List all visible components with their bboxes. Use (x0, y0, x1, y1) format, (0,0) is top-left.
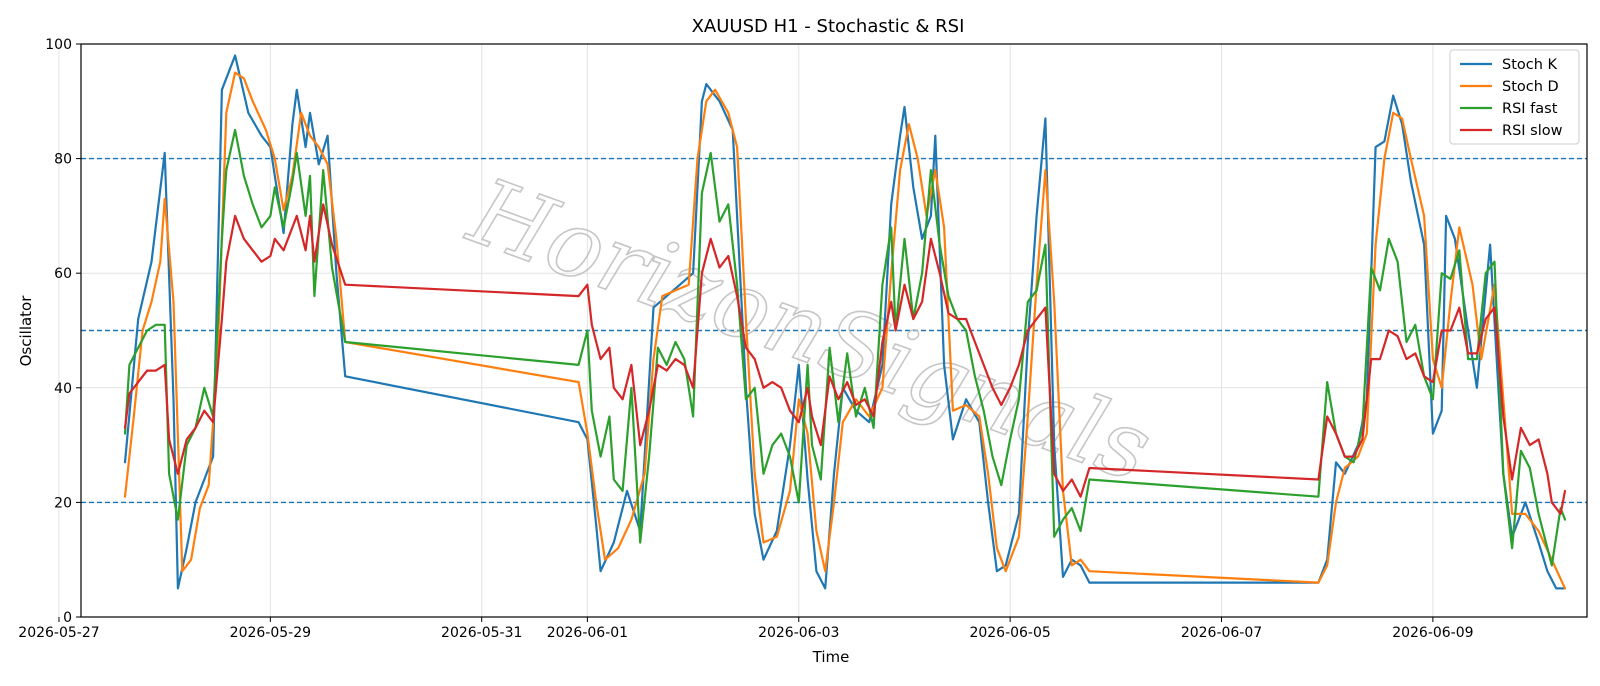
series-line-rsi-slow (123, 203, 1567, 515)
y-tick-label: 60 (54, 266, 72, 282)
y-tick-label: 20 (54, 495, 72, 511)
y-tick-label: 40 (54, 381, 72, 397)
legend-label-rsi-fast: RSI fast (1502, 101, 1558, 117)
x-tick-label: 2026-06-01 (547, 625, 628, 641)
x-axis-label: Time (812, 648, 850, 666)
series-line-stoch-k (123, 54, 1567, 590)
x-axis: 2026-05-27 2026-05-29 2026-05-31 2026-06-01… (18, 617, 1474, 641)
y-tick-label: 80 (54, 152, 72, 168)
plot-frame (80, 43, 1588, 618)
x-tick-label: 2026-05-31 (441, 625, 522, 641)
x-tick-label: 2026-06-07 (1181, 625, 1262, 641)
y-tick-label: 100 (45, 37, 72, 53)
x-tick-label: 2026-05-29 (230, 625, 311, 641)
y-axis-label: Oscillator (17, 295, 35, 367)
legend: Stoch K Stoch D RSI fast RSI slow (1449, 49, 1580, 145)
x-tick-label: 2026-05-27 (18, 625, 99, 641)
legend-label-stoch-k: Stoch K (1502, 57, 1558, 73)
y-axis: 0 20 40 60 80 100 (45, 37, 81, 626)
y-tick-label: 0 (63, 610, 72, 626)
legend-label-stoch-d: Stoch D (1502, 79, 1559, 95)
legend-box (1449, 49, 1580, 145)
legend-label-rsi-slow: RSI slow (1502, 123, 1563, 139)
series (123, 54, 1567, 590)
x-tick-label: 2026-06-09 (1392, 625, 1473, 641)
chart-title: XAUUSD H1 - Stochastic & RSI (692, 16, 965, 37)
series-line-stoch-d (123, 71, 1567, 590)
x-tick-label: 2026-06-05 (969, 625, 1050, 641)
x-tick-label: 2026-06-03 (758, 625, 839, 641)
